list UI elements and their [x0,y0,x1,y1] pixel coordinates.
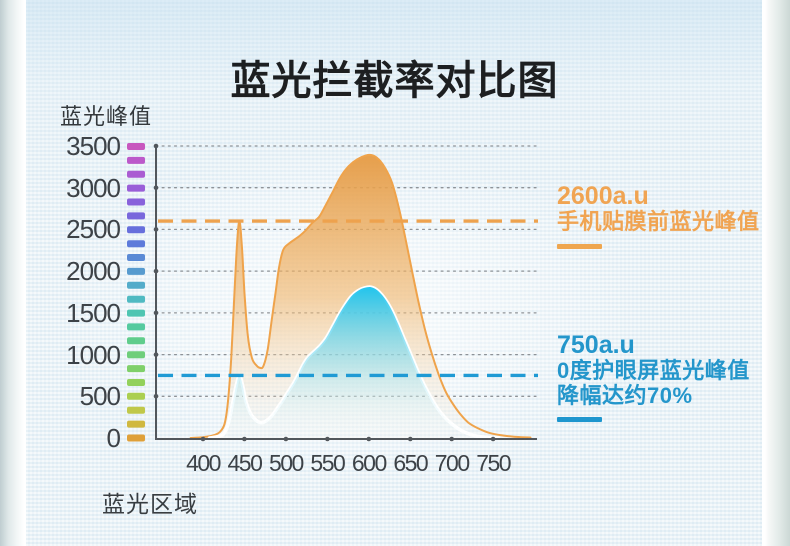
peak-before-annotation: 2600a.u 手机贴膜前蓝光峰值 [557,183,760,249]
peak-reference-lines [158,219,538,378]
right-edge-band [762,0,790,546]
x-tick-label: 400 [186,450,221,476]
x-tick-label: 750 [476,450,511,476]
axes [153,143,537,442]
x-tick-label: 550 [310,450,345,476]
peak-before-underline [557,244,602,249]
y-axis-tick-labels: 3500 3000 2500 2000 1500 1000 500 0 [55,0,122,546]
peak-after-annotation: 750a.u 0度护眼屏蓝光峰值 降幅达约70% [557,333,750,422]
left-edge-band [0,0,26,546]
x-axis-tick-labels: 400 450 500 550 600 650 700 750 [0,450,790,480]
x-tick-label: 600 [351,450,387,476]
y-tick-label: 1500 [66,297,121,328]
y-tick-label: 1000 [66,339,121,370]
y-tick-label: 0 [106,423,122,453]
y-tick-label: 500 [79,381,121,412]
spectrum-color-bar [127,143,145,442]
x-tick-label: 650 [393,450,428,476]
peak-after-value: 750a.u [557,331,635,359]
x-tick-label: 500 [268,450,304,476]
peak-after-desc: 0度护眼屏蓝光峰值 [557,358,750,383]
y-tick-label: 2500 [66,214,121,245]
y-tick-label: 3500 [66,131,121,161]
y-tick-label: 2000 [66,256,121,287]
x-tick-label: 700 [434,450,470,476]
gridlines [155,145,538,397]
peak-after-reduction: 降幅达约70% [557,383,693,408]
peak-after-underline [557,417,602,422]
x-tick-label: 450 [227,450,263,476]
x-axis-title: 蓝光区域 [102,491,198,517]
chart-title: 蓝光拦截率对比图 [230,59,559,103]
peak-before-desc: 手机贴膜前蓝光峰值 [557,209,760,234]
y-axis-title: 蓝光峰值 [60,104,153,129]
series-areas [189,153,532,440]
y-tick-label: 3000 [66,172,121,203]
peak-before-value: 2600a.u [557,182,649,210]
